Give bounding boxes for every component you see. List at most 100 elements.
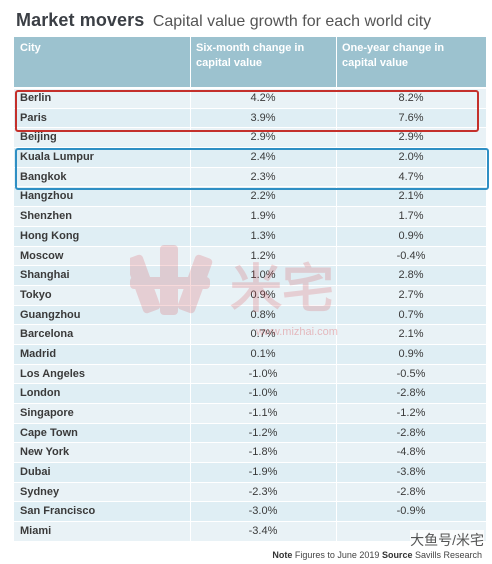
column-divider (336, 128, 337, 148)
cell-city: Hong Kong (20, 229, 80, 242)
table-row: Bangkok 2.3% 4.7% (14, 167, 486, 188)
cell-six-month: -3.0% (248, 505, 278, 518)
column-divider (336, 108, 337, 128)
cell-six-month: 1.0% (250, 269, 276, 282)
column-divider (190, 148, 191, 167)
column-divider (336, 404, 337, 423)
cell-six-month: -1.8% (248, 446, 278, 459)
cell-city: Dubai (20, 466, 51, 479)
highlight-blue-box (15, 148, 489, 190)
column-divider (190, 128, 191, 148)
table-row: Barcelona 0.7% 2.1% (14, 325, 486, 345)
cell-six-month: 0.8% (250, 308, 276, 321)
cell-one-year: -0.4% (396, 249, 426, 262)
cell-one-year: 0.9% (398, 229, 424, 242)
column-divider (190, 344, 191, 364)
column-divider (336, 89, 337, 108)
cell-city: Beijing (20, 131, 57, 144)
cell-six-month: 0.9% (250, 288, 276, 301)
cell-one-year: 2.0% (398, 151, 424, 164)
column-divider (336, 482, 337, 502)
market-table: City Six-month change in capital value O… (14, 37, 486, 542)
cell-six-month: -2.3% (248, 485, 278, 498)
cell-six-month: 3.9% (250, 111, 276, 124)
table-row: San Francisco -3.0% -0.9% (14, 502, 486, 523)
watermark-brand: 米宅 (230, 260, 334, 320)
cell-city: Berlin (20, 92, 52, 104)
column-divider (336, 226, 337, 246)
table-row: Madrid 0.1% 0.9% (14, 344, 486, 365)
header-city: City (20, 42, 41, 54)
column-divider (336, 463, 337, 482)
cell-city: Guangzhou (20, 308, 81, 321)
highlight-red-box (15, 90, 479, 132)
column-divider (336, 305, 337, 325)
column-divider (190, 502, 191, 522)
column-divider (336, 325, 337, 344)
table-row: Shanghai 1.0% 2.8% (14, 266, 486, 286)
column-divider (336, 423, 337, 443)
cell-one-year: -0.9% (396, 505, 426, 518)
cell-six-month: 0.1% (250, 347, 276, 360)
cell-city: Paris (20, 111, 47, 124)
column-divider (336, 246, 337, 266)
cell-city: Madrid (20, 347, 57, 360)
cell-city: Kuala Lumpur (20, 151, 94, 164)
watermark: 米宅 www.mizhai.com (130, 245, 338, 335)
table-row: Cape Town -1.2% -2.8% (14, 423, 486, 444)
cell-six-month: -1.9% (248, 466, 278, 479)
cell-one-year: 7.6% (398, 111, 424, 124)
cell-city: Cape Town (20, 426, 78, 439)
table-body: Berlin 4.2% 8.2% Paris 3.9% 7.6% Beijing 2.9% 2.… (14, 89, 486, 542)
header-six-month: Six-month change in capital value (196, 42, 305, 69)
column-divider (190, 187, 191, 207)
column-divider (190, 384, 191, 403)
column-divider (190, 404, 191, 423)
cell-city: Los Angeles (20, 367, 85, 380)
column-divider (336, 522, 337, 541)
cell-city: Barcelona (20, 328, 74, 341)
cell-city: Singapore (20, 407, 74, 419)
table-row: Moscow 1.2% -0.4% (14, 246, 486, 267)
table-header: City Six-month change in capital value O… (14, 37, 486, 87)
footnote-source-label: Source (381, 550, 413, 560)
title-main: Market movers (16, 10, 145, 30)
column-divider (336, 384, 337, 403)
cell-six-month: -1.0% (248, 367, 278, 380)
cell-six-month: 2.2% (250, 190, 276, 203)
cell-six-month: -1.2% (248, 426, 278, 439)
column-divider (190, 167, 191, 187)
column-divider (336, 443, 337, 463)
title-subtitle: Capital value growth for each world city (152, 13, 432, 30)
column-divider (336, 266, 337, 285)
cell-one-year: 8.2% (398, 92, 424, 104)
column-divider (190, 108, 191, 128)
column-divider (336, 344, 337, 364)
watermark-url: www.mizhai.com (255, 326, 338, 335)
column-divider (190, 482, 191, 502)
column-divider (336, 502, 337, 522)
table-row: Singapore -1.1% -1.2% (14, 404, 486, 424)
header-divider (336, 37, 337, 87)
table-row: Kuala Lumpur 2.4% 2.0% (14, 148, 486, 168)
column-divider (190, 285, 191, 305)
cell-one-year: -2.8% (396, 387, 426, 400)
column-divider (336, 148, 337, 167)
cell-city: Sydney (20, 485, 60, 498)
cell-one-year: 1.7% (398, 210, 424, 223)
cell-six-month: 2.4% (250, 151, 276, 164)
column-divider (190, 266, 191, 285)
cell-city: Tokyo (20, 288, 52, 301)
cell-one-year: 4.7% (398, 170, 424, 183)
cell-city: Shanghai (20, 269, 70, 282)
table-row: Hong Kong 1.3% 0.9% (14, 226, 486, 247)
cell-one-year: 2.1% (398, 328, 424, 341)
column-divider (336, 207, 337, 226)
cell-one-year: -1.2% (396, 407, 426, 419)
column-divider (190, 443, 191, 463)
cell-six-month: 2.9% (250, 131, 276, 144)
table-row: Hangzhou 2.2% 2.1% (14, 187, 486, 208)
cell-one-year: 2.7% (398, 288, 424, 301)
corner-watermark: 大鱼号/米宅 (410, 530, 484, 550)
cell-city: London (20, 387, 61, 400)
